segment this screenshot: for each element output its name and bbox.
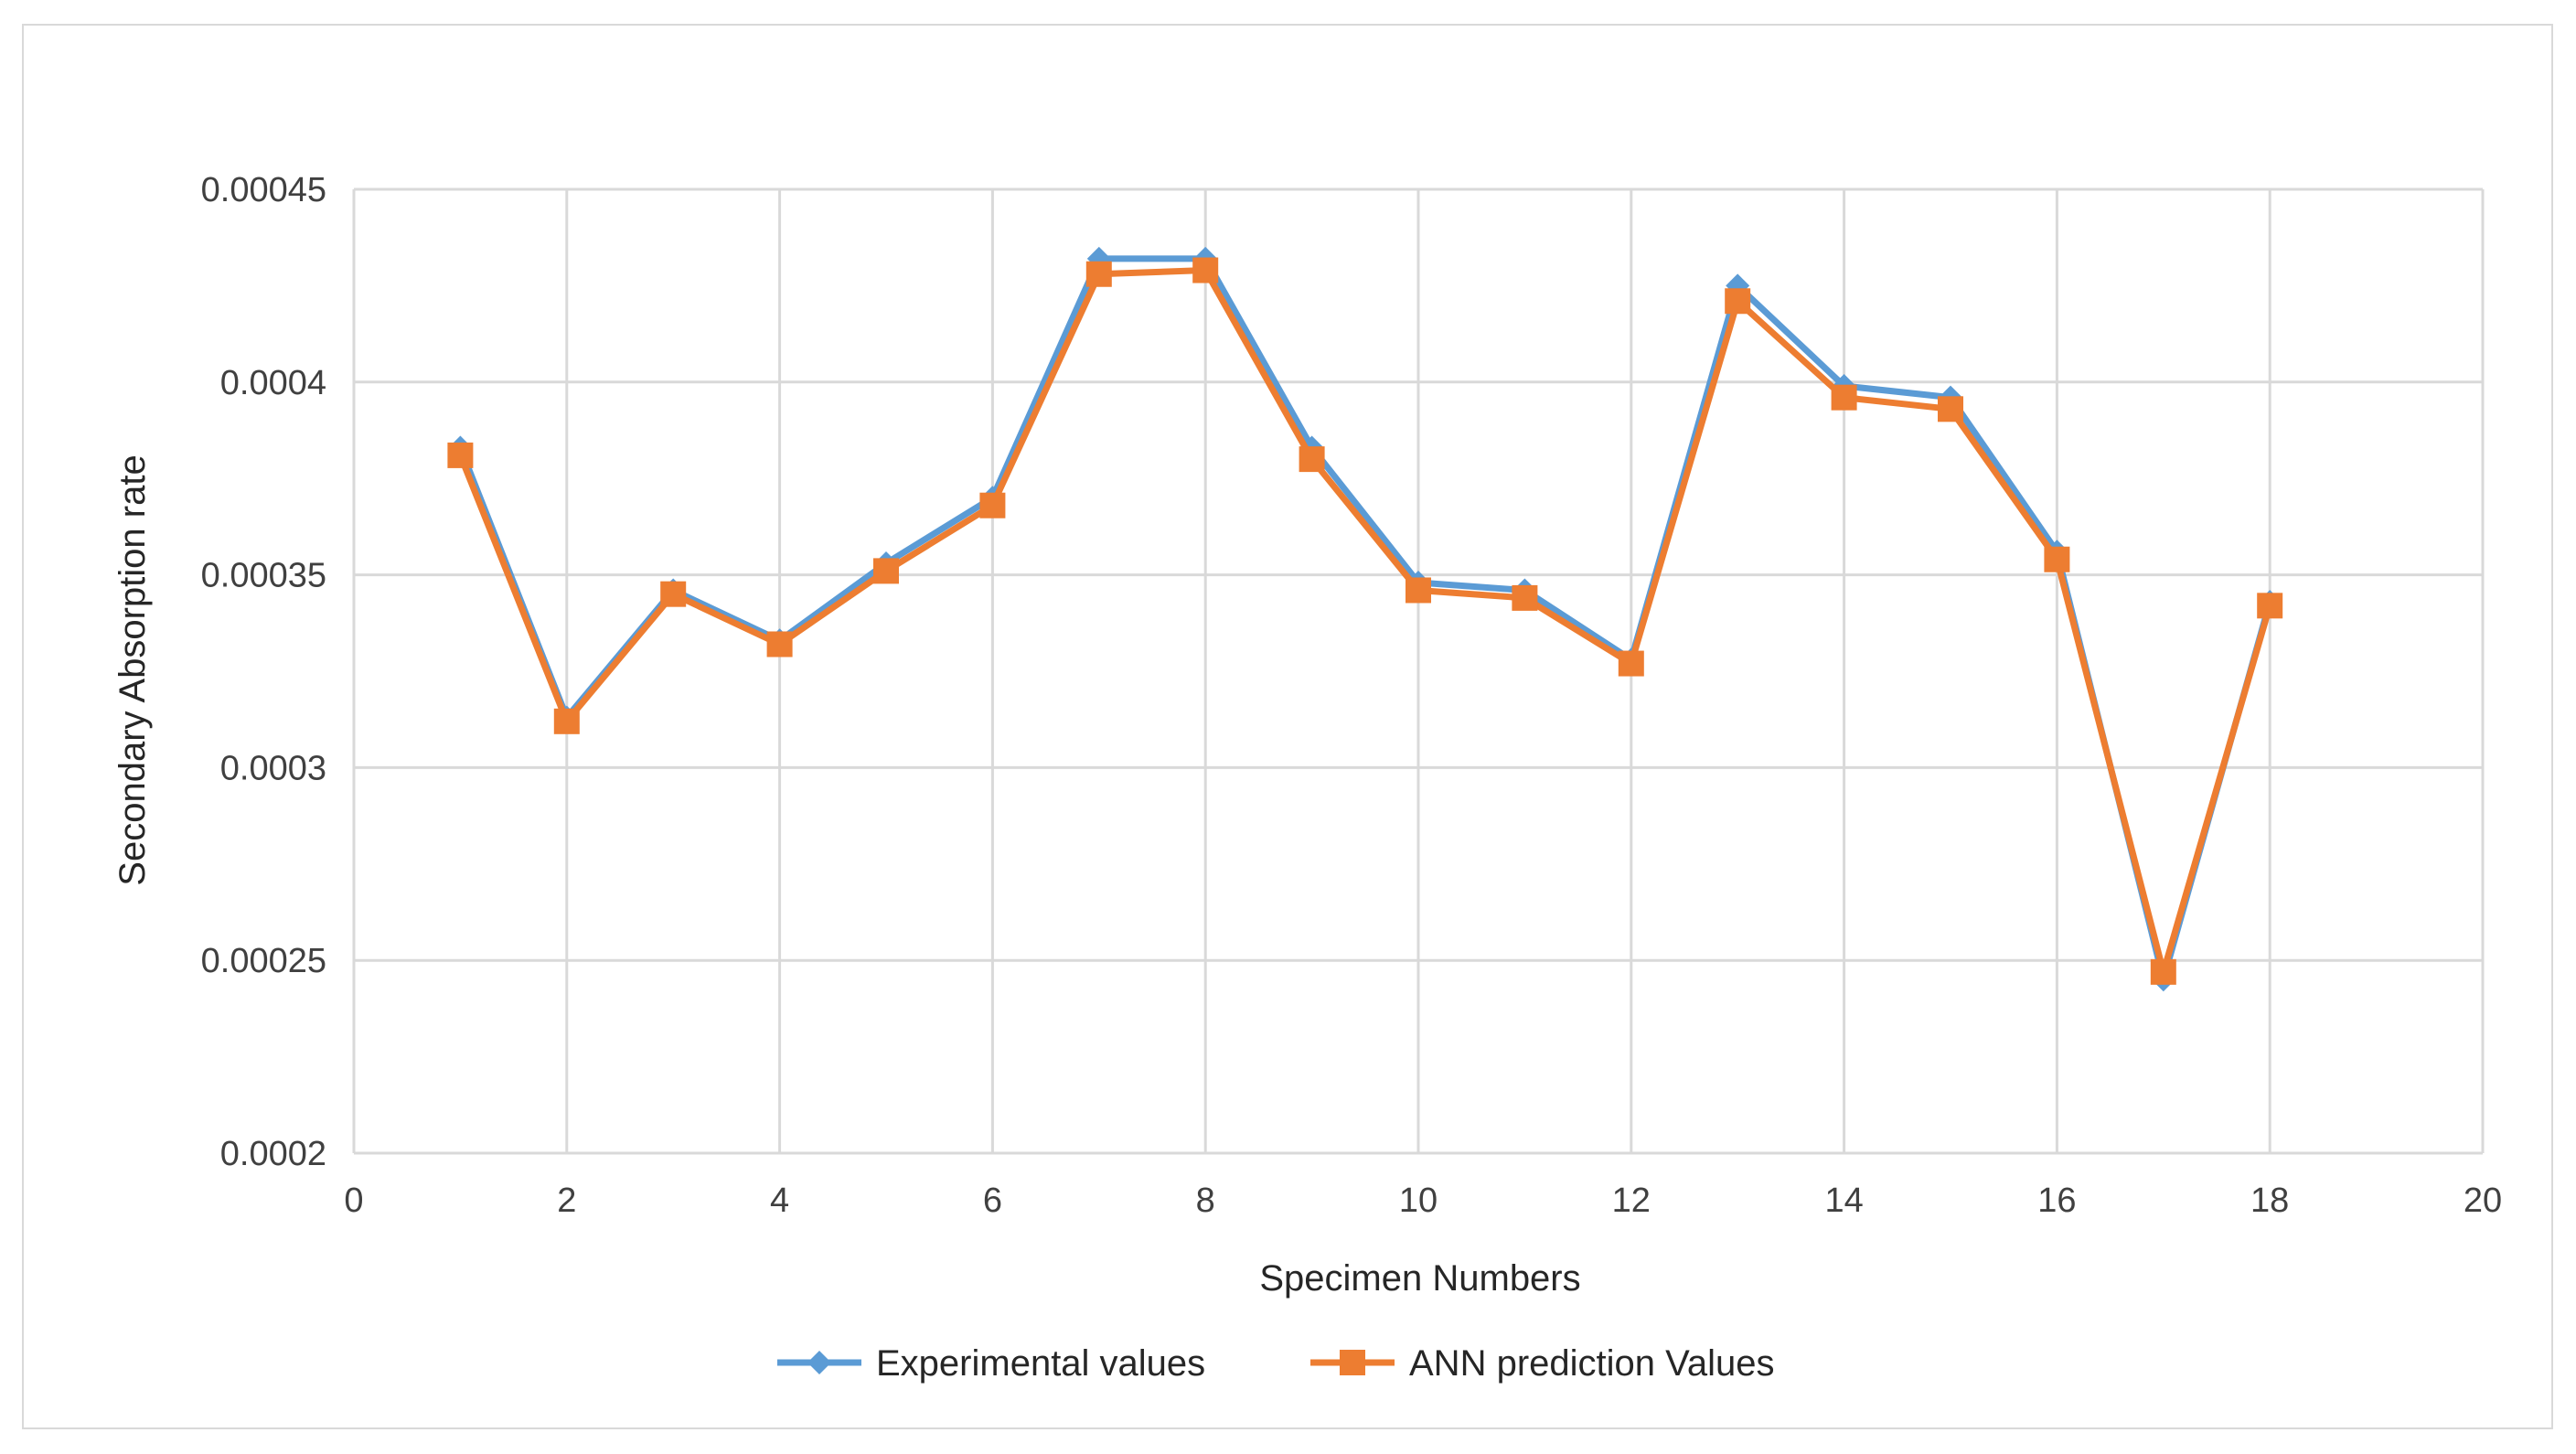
series-line xyxy=(457,255,2273,983)
data-point xyxy=(979,492,1006,519)
x-tick-label: 6 xyxy=(983,1181,1002,1220)
data-point xyxy=(1618,650,1644,677)
data-point xyxy=(553,708,580,734)
x-tick-label: 2 xyxy=(557,1181,576,1220)
y-tick-label: 0.0003 xyxy=(220,749,326,787)
x-axis-title: Specimen Numbers xyxy=(1259,1258,1580,1299)
data-point xyxy=(1406,577,1431,604)
y-axis-ticks: 0.0002 0.00025 0.0003 0.00035 0.0004 0.00045 xyxy=(201,171,326,1173)
y-tick-label: 0.0004 xyxy=(220,364,326,402)
x-tick-label: 20 xyxy=(2464,1181,2502,1220)
x-tick-label: 12 xyxy=(1612,1181,1651,1220)
legend-label: Experimental values xyxy=(876,1343,1205,1384)
data-point xyxy=(1085,261,1112,287)
data-point xyxy=(766,631,793,658)
data-point xyxy=(1512,584,1538,611)
data-point xyxy=(1725,288,1751,315)
series-lines xyxy=(447,246,2283,992)
gridlines xyxy=(352,187,2485,1155)
legend-marker xyxy=(1340,1350,1365,1375)
data-point xyxy=(2150,958,2176,985)
x-tick-label: 8 xyxy=(1196,1181,1215,1220)
data-point xyxy=(447,442,474,468)
legend-item: Experimental values xyxy=(777,1343,1205,1384)
data-point xyxy=(660,581,687,607)
y-tick-label: 0.00045 xyxy=(201,171,326,209)
legend-label: ANN prediction Values xyxy=(1409,1343,1774,1384)
y-tick-label: 0.00025 xyxy=(201,942,326,980)
data-point xyxy=(1192,257,1219,283)
y-axis-title: Secondary Absorption rate xyxy=(112,454,153,885)
x-tick-label: 18 xyxy=(2250,1181,2289,1220)
data-point xyxy=(873,558,899,584)
x-tick-label: 4 xyxy=(770,1181,789,1220)
x-tick-label: 0 xyxy=(344,1181,363,1220)
series-ann-prediction xyxy=(447,257,2283,985)
chart-frame xyxy=(22,24,2553,1429)
legend-marker xyxy=(807,1351,831,1374)
y-tick-label: 0.0002 xyxy=(220,1135,326,1173)
data-point xyxy=(1299,446,1325,473)
legend: Experimental values ANN prediction Values xyxy=(777,1343,1774,1384)
x-tick-label: 16 xyxy=(2037,1181,2076,1220)
data-point xyxy=(1938,396,1963,422)
y-tick-label: 0.00035 xyxy=(201,557,326,595)
data-point xyxy=(2044,546,2070,572)
x-tick-label: 10 xyxy=(1399,1181,1438,1220)
legend-item: ANN prediction Values xyxy=(1310,1343,1774,1384)
x-tick-label: 14 xyxy=(1824,1181,1863,1220)
x-axis-ticks: 0 2 4 6 8 10 12 14 16 18 20 xyxy=(344,1181,2502,1220)
data-point xyxy=(2257,593,2283,619)
data-point xyxy=(1831,384,1857,411)
series-line xyxy=(457,267,2273,976)
